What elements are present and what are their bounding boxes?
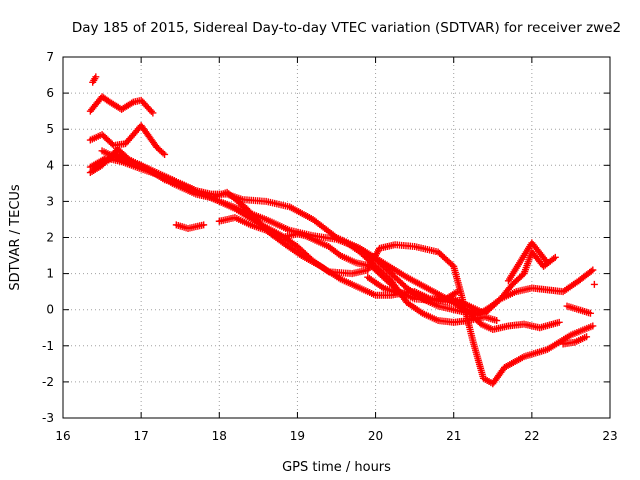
data-point (543, 259, 551, 267)
series-track-13 (563, 302, 594, 317)
data-point (589, 322, 597, 330)
y-tick-label: -3 (42, 411, 54, 425)
series-track-1 (86, 93, 157, 117)
data-point (454, 288, 462, 296)
y-tick-label: 0 (46, 303, 54, 317)
data-point (589, 266, 597, 274)
series-track-6 (90, 150, 597, 388)
data-point (587, 267, 595, 275)
x-tick-label: 17 (134, 429, 149, 443)
series-track-8 (172, 221, 208, 232)
data-point (551, 253, 559, 261)
series-track-10 (340, 237, 501, 326)
data-point (472, 308, 480, 316)
x-tick-label: 20 (368, 429, 383, 443)
x-tick-label: 19 (290, 429, 305, 443)
y-tick-label: 6 (46, 86, 54, 100)
x-tick-label: 23 (602, 429, 617, 443)
data-point (586, 309, 594, 317)
x-axis-title: GPS time / hours (282, 460, 391, 475)
y-tick-label: 5 (46, 122, 54, 136)
data-point (149, 109, 157, 117)
y-tick-label: 1 (46, 267, 54, 281)
series-track-15 (590, 280, 598, 288)
data-point (493, 317, 501, 325)
x-tick-label: 16 (55, 429, 70, 443)
data-point (161, 150, 169, 158)
series-track-9 (215, 214, 481, 317)
data-point (92, 73, 100, 81)
y-tick-label: -1 (42, 339, 54, 353)
data-point (200, 221, 208, 229)
x-tick-label: 18 (212, 429, 227, 443)
data-point (147, 107, 155, 115)
y-tick-label: 7 (46, 50, 54, 64)
data-point (583, 333, 591, 341)
data-point (108, 140, 116, 148)
data-point (159, 149, 167, 157)
data-point (448, 261, 456, 269)
chart-title: Day 185 of 2015, Sidereal Day-to-day VTE… (72, 20, 621, 36)
series-track-12 (504, 239, 551, 285)
series-track-3 (86, 122, 169, 158)
series-track-11 (364, 273, 462, 303)
series-track-2 (89, 73, 100, 86)
x-tick-label: 21 (446, 429, 461, 443)
x-tick-label: 22 (524, 429, 539, 443)
y-axis-title: SDTVAR / TECUs (8, 184, 23, 291)
series-track-4 (86, 145, 597, 319)
y-tick-label: 3 (46, 194, 54, 208)
data-point (555, 318, 563, 326)
y-tick-label: -2 (42, 375, 54, 389)
y-tick-label: 4 (46, 158, 54, 172)
y-tick-label: 2 (46, 231, 54, 245)
series-track-14 (559, 333, 591, 348)
data-point (590, 280, 598, 288)
